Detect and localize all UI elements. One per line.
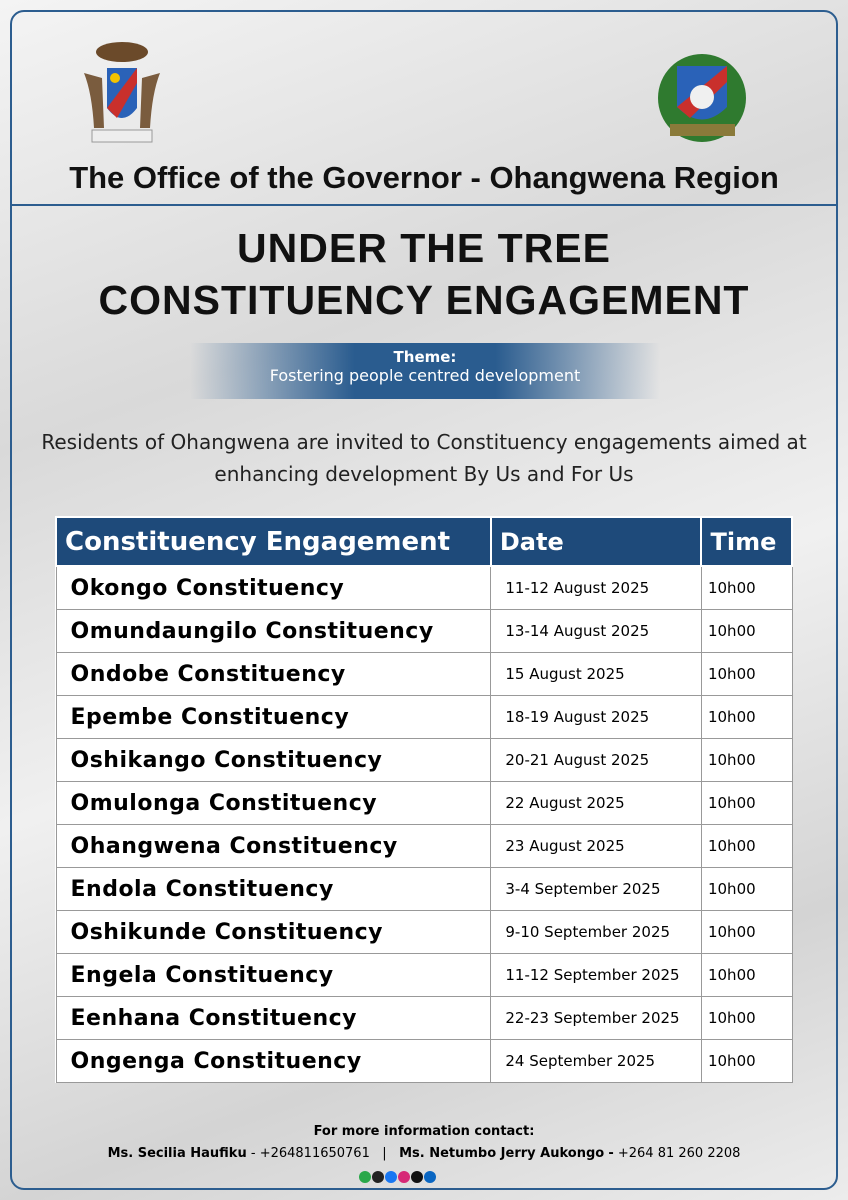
schedule-table: Constituency Engagement Date Time Okongo Co…: [55, 516, 793, 1083]
regional-emblem: [658, 54, 746, 142]
time: 10h00: [700, 996, 793, 1040]
contact-phone: +264 81 260 2208: [617, 1146, 741, 1161]
time: 10h00: [700, 953, 793, 997]
constituency: Okongo Constituency: [55, 565, 492, 610]
date: 13-14 August 2025: [490, 609, 702, 653]
divider: [12, 204, 836, 206]
contact-name: Ms. Netumbo Jerry Aukongo: [399, 1146, 605, 1161]
column-header: Constituency Engagement: [55, 516, 492, 567]
constituency: Ondobe Constituency: [55, 652, 492, 696]
constituency: Ohangwena Constituency: [55, 824, 492, 868]
time: 10h00: [700, 609, 793, 653]
date: 20-21 August 2025: [490, 738, 702, 782]
contact-name: Ms. Secilia Haufiku: [107, 1146, 247, 1161]
date: 23 August 2025: [490, 824, 702, 868]
dash: -: [608, 1146, 614, 1161]
coat-of-arms: [84, 42, 160, 143]
time: 10h00: [700, 781, 793, 825]
table-row: Ohangwena Constituency 23 August 2025 10h0…: [55, 824, 793, 868]
table-row: Oshikango Constituency 20-21 August 2025 1…: [55, 738, 793, 782]
title: UNDER THE TREE CONSTITUENCY ENGAGEMENT: [98, 225, 750, 323]
date: 11-12 August 2025: [490, 565, 702, 610]
theme-label: Theme:: [393, 348, 457, 366]
time: 10h00: [700, 738, 793, 782]
contacts: Ms. Secilia Haufiku - +264811650761 | Ms…: [0, 1146, 848, 1161]
constituency: Omulonga Constituency: [55, 781, 492, 825]
date: 9-10 September 2025: [490, 910, 702, 954]
date: 24 September 2025: [490, 1039, 702, 1083]
table-row: Eenhana Constituency 22-23 September 2025…: [55, 996, 793, 1040]
theme: Theme: Fostering people centred developm…: [190, 343, 660, 399]
constituency: Eenhana Constituency: [55, 996, 492, 1040]
table-row: Okongo Constituency 11-12 August 2025 10h0…: [55, 565, 793, 610]
constituency: Epembe Constituency: [55, 695, 492, 739]
table-row: Endola Constituency 3-4 September 2025 10h…: [55, 867, 793, 911]
column-header: Time: [700, 516, 793, 567]
time: 10h00: [700, 824, 793, 868]
constituency: Endola Constituency: [55, 867, 492, 911]
constituency: Ongenga Constituency: [55, 1039, 492, 1083]
constituency: Engela Constituency: [55, 953, 492, 997]
table-row: Engela Constituency 11-12 September 2025 1…: [55, 953, 793, 997]
constituency: Omundaungilo Constituency: [55, 609, 492, 653]
dash: -: [250, 1146, 256, 1161]
table-row: Omulonga Constituency 22 August 2025 10h00: [55, 781, 793, 825]
organization: The Office of the Governor - Ohangwena R…: [69, 160, 779, 195]
header-row: Constituency Engagement Date Time: [55, 516, 793, 567]
constituency: Oshikango Constituency: [55, 738, 492, 782]
time: 10h00: [700, 565, 793, 610]
column-header: Date: [489, 516, 703, 567]
frame: [10, 10, 838, 1190]
contact-phone: +264811650761: [259, 1146, 370, 1161]
date: 18-19 August 2025: [490, 695, 702, 739]
time: 10h00: [700, 1039, 793, 1083]
date: 22 August 2025: [490, 781, 702, 825]
table-row: Ondobe Constituency 15 August 2025 10h00: [55, 652, 793, 696]
constituency: Oshikunde Constituency: [55, 910, 492, 954]
date: 22-23 September 2025: [490, 996, 702, 1040]
date: 3-4 September 2025: [490, 867, 702, 911]
date: 11-12 September 2025: [490, 953, 702, 997]
time: 10h00: [700, 652, 793, 696]
theme-text: Fostering people centred development: [269, 366, 581, 385]
time: 10h00: [700, 910, 793, 954]
table-row: Omundaungilo Constituency 13-14 August 20…: [55, 609, 793, 653]
footer-heading: For more information contact:: [313, 1124, 535, 1139]
intro: Residents of Ohangwena are invited to Co…: [41, 430, 807, 486]
table-row: Epembe Constituency 18-19 August 2025 10h0…: [55, 695, 793, 739]
social-icons: [359, 1171, 436, 1183]
table-row: Oshikunde Constituency 9-10 September 202…: [55, 910, 793, 954]
table-row: Ongenga Constituency 24 September 2025 10h…: [55, 1039, 793, 1083]
separator: |: [382, 1146, 387, 1161]
time: 10h00: [700, 695, 793, 739]
time: 10h00: [700, 867, 793, 911]
date: 15 August 2025: [490, 652, 702, 696]
